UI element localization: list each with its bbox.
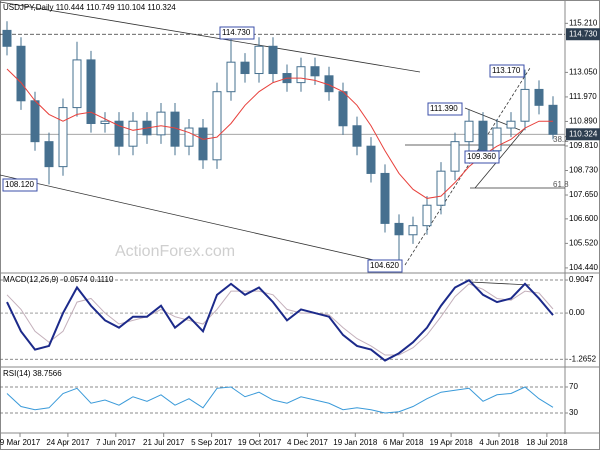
candle-body [16,45,26,102]
candle-body [184,127,194,147]
candle-body [408,225,418,236]
y-tick-label: 106.600 [569,214,598,223]
x-tick-label: 6 Mar 2018 [383,438,424,447]
candle-body [2,29,12,47]
y-tick-label: -1.2652 [569,354,597,363]
candle-body [128,120,138,147]
y-tick-label: 104.440 [569,263,598,272]
annotation: 113.170 [492,66,521,75]
price-marker-box [566,128,600,141]
x-tick-label: 9 Mar 2017 [0,438,41,447]
macd-title: MACD(12,26,9) -0.0574 0.1110 [3,275,114,284]
candle-body [534,88,544,106]
x-tick-label: 19 Apr 2018 [430,438,474,447]
watermark: ActionForex.com [115,243,235,260]
line [6,278,554,362]
y-tick-label: 30 [569,408,578,417]
candle-body [352,125,362,147]
candle-body [380,172,390,224]
candle-body [394,222,404,236]
y-tick-label: 0.9047 [569,275,594,284]
candle-body [58,107,68,168]
line [6,68,553,199]
trend-line [404,67,531,266]
candle-body [86,59,96,124]
annotation: 104.620 [370,261,399,270]
candle-body [30,100,40,143]
annotation: 61.8 [553,180,569,189]
annotation-box [2,178,38,192]
candle-body [44,141,54,168]
annotation: 109.360 [467,152,496,161]
annotation: 114.730 [222,28,251,37]
candle-body [226,61,236,93]
annotation-box [367,259,403,273]
x-tick-label: 18 Jul 2018 [526,438,568,447]
candle-body [422,204,432,227]
candle-body [338,91,348,127]
chart-title: USDJPY,Daily 110.444 110.749 110.104 110… [3,3,176,12]
candle-body [464,120,474,143]
candle-body [492,127,502,152]
candle-body [100,120,110,124]
candle-body [254,45,264,75]
x-tick-label: 19 Oct 2017 [238,438,282,447]
y-tick-label: 113.050 [569,68,598,77]
price-marker-box [566,28,600,41]
candle-body [156,111,166,136]
trend-line [0,1,421,73]
line [6,283,554,356]
annotation: 108.120 [5,180,34,189]
price-marker: 114.730 [569,29,598,38]
annotation-box [464,150,500,164]
candle-body [310,66,320,77]
candle-body [72,59,82,109]
y-tick-label: 109.810 [569,141,598,150]
candle-body [520,88,530,122]
line [6,386,554,414]
y-tick-label: 110.890 [569,117,598,126]
trend-line [474,127,526,189]
candle-body [366,145,376,174]
candle-body [506,120,516,129]
y-tick-label: 0.00 [569,308,585,317]
candle-body [212,91,222,161]
x-tick-label: 5 Sep 2017 [191,438,232,447]
x-tick-label: 21 Jul 2017 [143,438,185,447]
candle-body [450,141,460,172]
candle-body [268,45,278,75]
y-tick-label: 70 [569,382,578,391]
annotation: 38.2 [553,135,569,144]
candle-body [296,66,306,84]
rsi-title: RSI(14) 38.7566 [3,369,62,378]
x-tick-label: 24 Apr 2017 [46,438,90,447]
y-tick-label: 108.730 [569,166,598,175]
annotation: 111.390 [430,104,458,113]
x-tick-label: 4 Jun 2018 [479,438,519,447]
annotation-box [427,102,463,116]
x-tick-label: 19 Jan 2018 [333,438,378,447]
annotation-box [489,64,525,78]
candle-body [478,120,488,152]
y-tick-label: 105.520 [569,238,598,247]
x-tick-label: 4 Dec 2017 [287,438,328,447]
price-marker: 110.324 [569,129,598,138]
x-tick-label: 7 Jun 2017 [96,438,136,447]
divergence-line [469,281,531,286]
trend-line [0,174,401,267]
candle-body [436,170,446,206]
candle-body [548,104,558,135]
y-tick-label: 115.210 [569,18,598,27]
y-tick-label: 111.970 [569,92,597,101]
annotation-box [219,26,255,40]
candle-body [198,127,208,161]
candle-body [114,120,124,147]
y-tick-label: 107.650 [569,190,598,199]
candle-body [240,61,250,75]
